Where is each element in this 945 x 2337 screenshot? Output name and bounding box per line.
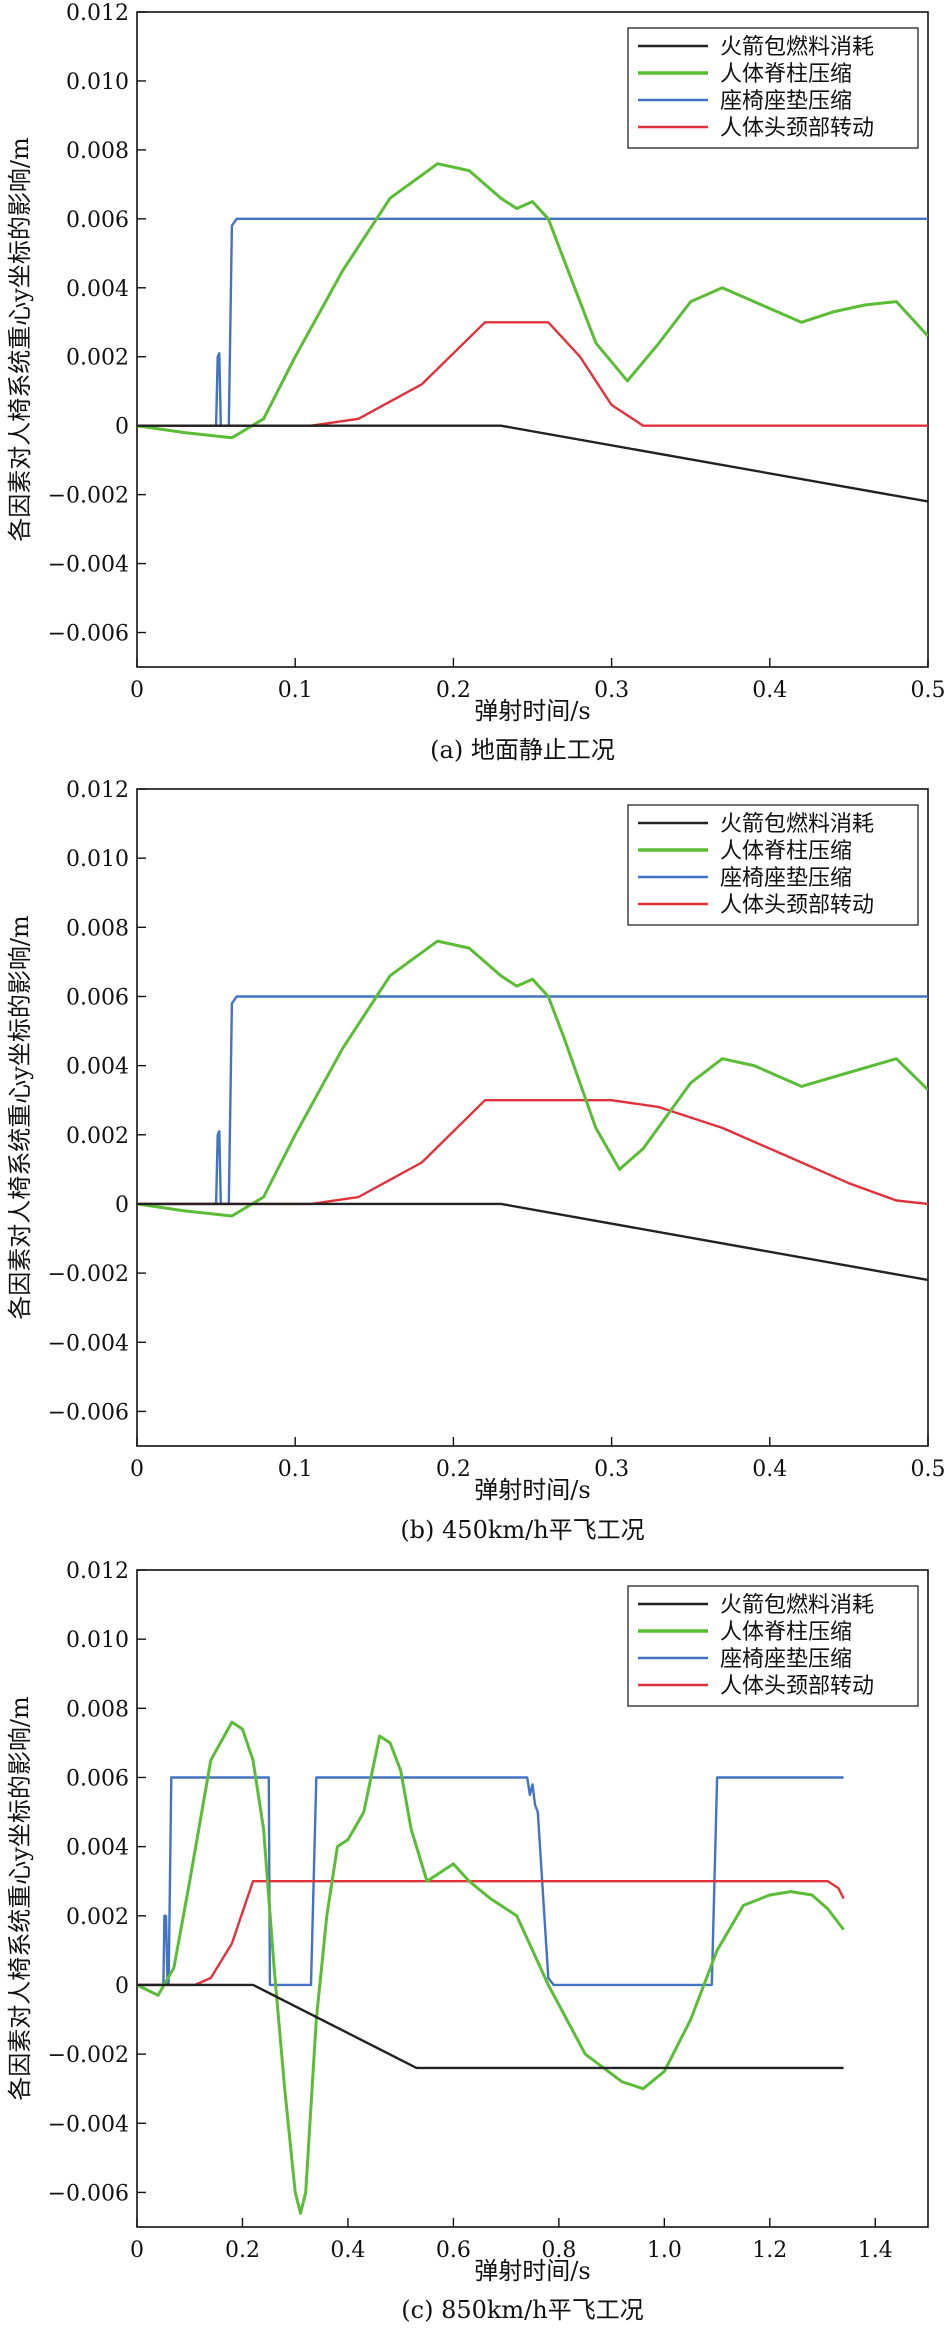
y-tick-label: −0.004 <box>48 1331 129 1356</box>
legend-label-2: 人体脊柱压缩 <box>720 62 852 87</box>
x-tick-label: 0.4 <box>330 2238 365 2263</box>
y-tick-label: −0.004 <box>48 553 129 578</box>
y-tick-label: 0.008 <box>66 1697 129 1722</box>
series-line-4 <box>137 321 928 427</box>
y-tick-label: −0.004 <box>48 2112 129 2137</box>
x-tick-label: 0.4 <box>752 678 787 703</box>
y-tick-label: 0.004 <box>66 1055 129 1080</box>
panel-caption: (c) 850km/h平飞工况 <box>401 2296 643 2324</box>
chart-panel-1: 0.012 0.010 0.008 0.006 0.004 0.002 0 −0.002 −0.… <box>6 1 945 764</box>
x-tick-label: 0.4 <box>752 1457 787 1482</box>
y-tick-label: 0.012 <box>66 1 129 26</box>
x-tick-label: 0.2 <box>436 678 471 703</box>
y-tick-label: 0.010 <box>66 847 129 872</box>
legend-label-2: 人体脊柱压缩 <box>720 839 852 864</box>
y-axis-label: 各因素对人椅系统重心y坐标的影响/m <box>6 915 34 1320</box>
series-line-1 <box>137 424 928 503</box>
x-axis-label: 弹射时间/s <box>474 697 590 725</box>
legend-label-2: 人体脊柱压缩 <box>720 1620 852 1645</box>
y-tick-label: 0.002 <box>66 1905 129 1930</box>
y-tick-label: 0.006 <box>66 985 129 1010</box>
legend-label-4: 人体头颈部转动 <box>720 116 874 141</box>
series-line-2 <box>137 939 928 1218</box>
x-tick-label: 0.5 <box>911 1457 945 1482</box>
y-tick-label: −0.006 <box>48 622 129 647</box>
series-line-4 <box>137 1098 928 1206</box>
y-tick-label: 0.012 <box>66 778 129 803</box>
series-line-2 <box>137 1720 845 2215</box>
y-tick-label: 0.004 <box>66 1836 129 1861</box>
x-tick-label: 0 <box>130 2238 144 2263</box>
legend-label-3: 座椅座垫压缩 <box>720 866 852 891</box>
y-tick-label: −0.002 <box>48 2043 129 2068</box>
x-tick-label: 0.3 <box>594 1457 629 1482</box>
x-tick-label: 1.0 <box>647 2238 682 2263</box>
series-line-1 <box>137 1983 844 2070</box>
y-axis-label: 各因素对人椅系统重心y坐标的影响/m <box>6 137 34 542</box>
y-tick-label: 0.006 <box>66 1766 129 1791</box>
x-tick-label: 1.4 <box>858 2238 893 2263</box>
series-line-3 <box>137 1776 844 1987</box>
legend-label-3: 座椅座垫压缩 <box>720 1647 852 1672</box>
y-tick-label: 0.010 <box>66 70 129 95</box>
chart-panel-3: 0.012 0.010 0.008 0.006 0.004 0.002 0 −0.002 −0.… <box>6 1559 929 2324</box>
y-tick-label: 0.010 <box>66 1628 129 1653</box>
x-tick-label: 0.1 <box>278 678 313 703</box>
x-tick-label: 1.2 <box>752 2238 787 2263</box>
x-tick-label: 0 <box>130 1457 144 1482</box>
x-tick-label: 0.3 <box>594 678 629 703</box>
x-tick-label: 0.8 <box>541 2238 576 2263</box>
y-tick-label: −0.006 <box>48 1400 129 1425</box>
legend-label-4: 人体头颈部转动 <box>720 1674 874 1699</box>
x-axis-label: 弹射时间/s <box>474 1476 590 1504</box>
legend-label-3: 座椅座垫压缩 <box>720 89 852 114</box>
legend-label-1: 火箭包燃料消耗 <box>720 812 874 837</box>
y-axis-label: 各因素对人椅系统重心y坐标的影响/m <box>6 1696 34 2101</box>
series-line-1 <box>137 1202 928 1282</box>
y-tick-label: 0 <box>115 415 129 440</box>
x-tick-label: 0 <box>130 678 144 703</box>
y-tick-label: 0 <box>115 1193 129 1218</box>
y-tick-label: −0.002 <box>48 484 129 509</box>
panel-caption: (b) 450km/h平飞工况 <box>400 1516 644 1544</box>
y-tick-label: 0 <box>115 1974 129 1999</box>
y-tick-label: 0.008 <box>66 916 129 941</box>
legend-label-1: 火箭包燃料消耗 <box>720 35 874 60</box>
x-tick-label: 0.2 <box>436 1457 471 1482</box>
x-tick-label: 0.2 <box>225 2238 260 2263</box>
y-tick-label: 0.008 <box>66 139 129 164</box>
y-tick-label: 0.004 <box>66 277 129 302</box>
y-tick-label: 0.006 <box>66 208 129 233</box>
legend-label-1: 火箭包燃料消耗 <box>720 1593 874 1618</box>
plot-frame <box>136 788 929 1447</box>
x-tick-label: 0.1 <box>278 1457 313 1482</box>
series-line-2 <box>137 162 928 440</box>
y-tick-label: 0.002 <box>66 1124 129 1149</box>
x-tick-label: 0.5 <box>911 678 945 703</box>
plot-frame <box>136 1569 929 2228</box>
panel-caption: (a) 地面静止工况 <box>430 736 615 764</box>
chart-panel-2: 0.012 0.010 0.008 0.006 0.004 0.002 0 −0.002 −0.… <box>6 778 945 1544</box>
y-tick-label: 0.012 <box>66 1559 129 1584</box>
x-axis-label: 弹射时间/s <box>474 2257 590 2285</box>
y-tick-label: −0.006 <box>48 2181 129 2206</box>
plot-frame <box>136 11 929 668</box>
y-tick-label: −0.002 <box>48 1262 129 1287</box>
x-tick-label: 0.6 <box>436 2238 471 2263</box>
y-tick-label: 0.002 <box>66 346 129 371</box>
legend-label-4: 人体头颈部转动 <box>720 893 874 918</box>
